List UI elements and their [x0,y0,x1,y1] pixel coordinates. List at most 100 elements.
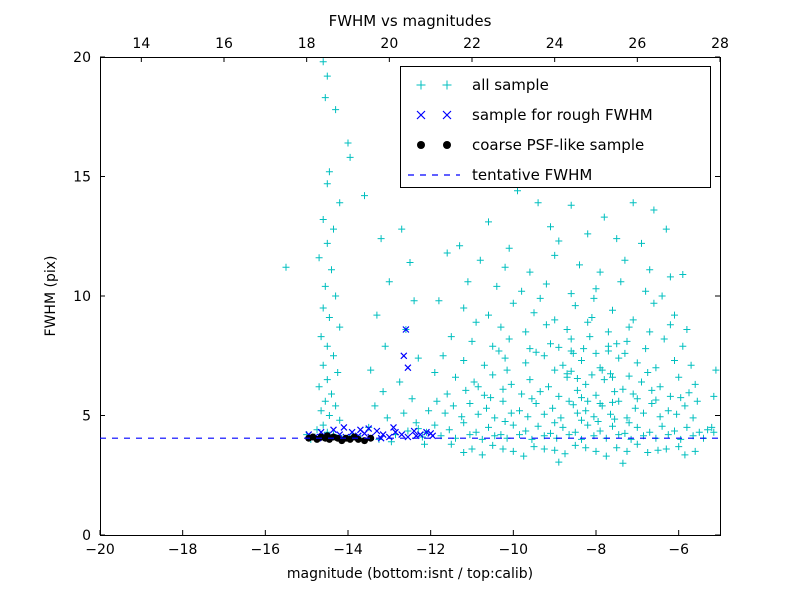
plus-marker [485,423,492,431]
plus-marker [600,376,608,384]
plus-marker [611,388,619,396]
plus-marker [330,225,337,233]
x-tick-label: −8 [586,542,607,558]
plus-marker [592,349,600,357]
plus-marker [489,371,497,379]
plus-marker [540,410,548,418]
x-marker [373,427,381,435]
plot-layer: −20 −18 −16 −14 −12 −10 −8 −6 14 16 18 20 22 24 26 28 0 5… [73,36,729,558]
plus-marker [499,445,507,453]
plus-marker [671,357,678,364]
plus-marker [671,311,678,319]
plus-marker [582,444,590,452]
axes-ticks: −20 −18 −16 −14 −12 −10 −8 −6 14 16 18 20 22 24 26 28 0 5… [73,36,729,558]
plus-marker [660,335,668,343]
x-marker [330,426,337,434]
plus-marker [629,390,637,398]
plus-marker [449,402,457,410]
plus-marker [646,428,654,436]
plus-marker [534,422,542,430]
plus-marker [375,435,383,443]
plus-marker [547,429,554,437]
plus-marker [325,314,333,321]
plus-marker [442,80,452,90]
plus-marker [528,395,536,403]
plus-marker [524,413,532,421]
plus-marker [367,366,375,374]
plus-marker [662,445,670,453]
top-x-tick-label: 24 [546,36,564,52]
plus-marker [633,440,641,448]
plus-marker [557,414,565,422]
plus-marker [435,297,443,305]
plus-marker [571,441,579,449]
plus-marker [555,458,563,466]
x-marker [416,110,426,120]
x-tick-label: −12 [416,542,446,558]
x-tick-label: −14 [333,542,363,558]
plus-marker [412,419,420,427]
plus-marker [336,323,344,331]
plus-marker [646,328,654,336]
plus-marker [627,435,635,443]
plus-marker [425,407,433,415]
plus-marker [518,390,526,398]
plus-marker [319,216,327,223]
plus-marker [466,400,474,407]
plus-marker [532,348,540,356]
plus-marker [563,326,571,333]
plus-marker [650,206,658,214]
dot-marker [361,437,368,445]
plus-marker [551,316,559,324]
plus-marker [604,328,612,336]
plus-marker [607,410,614,418]
plus-marker [675,443,683,451]
plus-marker [319,58,327,66]
plus-marker [545,383,552,391]
plus-marker [642,287,650,295]
plus-marker [480,361,488,369]
plus-marker [578,357,585,364]
plus-marker [549,404,557,412]
plus-marker [542,280,550,288]
plus-marker [489,441,497,449]
plus-marker [526,376,534,384]
plus-marker [675,373,683,381]
plus-marker [551,446,559,454]
plus-marker [416,80,426,90]
plus-marker [677,435,685,443]
plus-marker [693,397,701,405]
y-tick-label: 10 [73,289,91,305]
plus-marker [611,415,619,423]
plus-marker [540,445,548,453]
plus-marker [691,380,699,388]
legend-label: all sample [472,76,549,94]
plus-marker [638,239,645,247]
dot-marker [417,141,425,149]
x-tick-label: −20 [85,542,115,558]
plus-marker [478,435,486,443]
plus-marker [325,412,333,419]
plus-marker [673,410,681,418]
chart-title: FWHM vs magnitudes [329,12,492,30]
plus-marker [530,309,538,317]
dot-marker [323,432,331,440]
plus-marker [567,290,575,298]
plus-marker [540,352,548,360]
plus-marker [321,397,329,405]
plus-marker [594,418,602,425]
plus-marker [431,369,439,376]
plus-marker [325,168,333,176]
top-x-tick-label: 18 [298,36,316,52]
plus-marker [576,261,583,269]
plus-marker [443,249,451,257]
plus-marker [710,392,718,400]
plus-marker [623,414,631,422]
plus-marker [704,426,712,434]
plus-marker [534,199,542,207]
plus-marker [582,380,590,388]
plus-marker [571,428,579,436]
plus-marker [377,235,385,243]
plus-marker [567,335,575,343]
plus-marker [315,254,323,262]
